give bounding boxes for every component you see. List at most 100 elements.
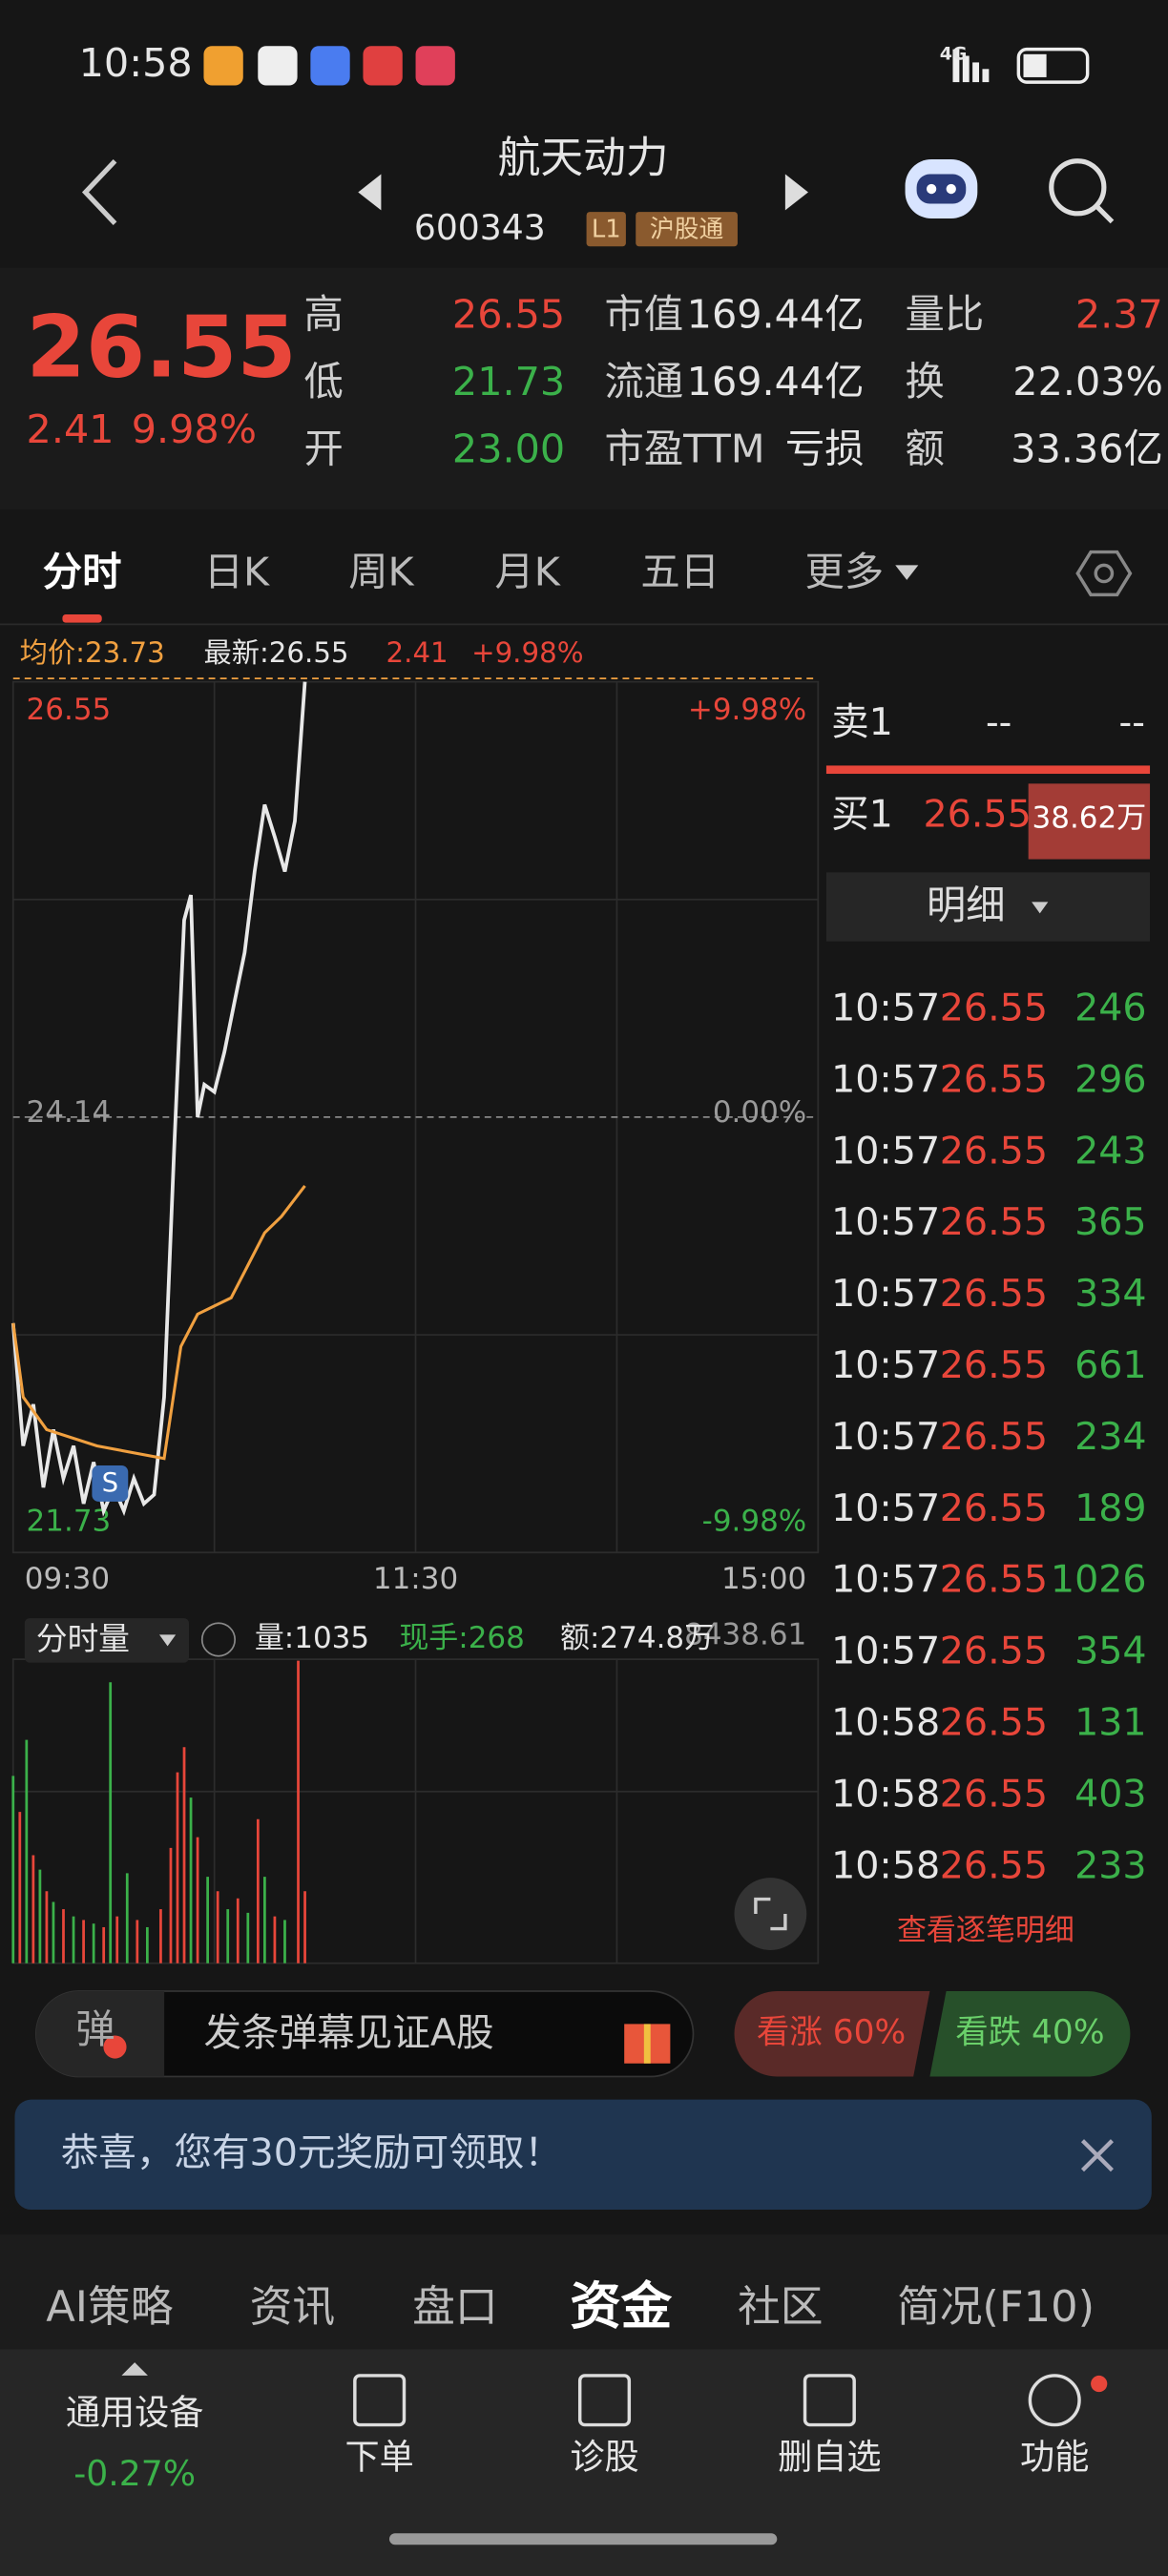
tick-volume: 661: [1074, 1343, 1147, 1387]
tick-time: 10:58: [831, 1772, 940, 1816]
stat-label: 换: [906, 359, 945, 405]
danmu-placeholder[interactable]: 发条弹幕见证A股: [203, 2011, 493, 2055]
stat-value: 22.03%: [1012, 359, 1163, 405]
selector-arrow: [158, 1634, 177, 1647]
expand-icon: [754, 1897, 787, 1931]
info-change: 2.41: [386, 636, 448, 669]
buy-label: 买1: [831, 792, 893, 836]
danmu-icon-bg: [35, 1990, 165, 2077]
stat-label: 低: [303, 359, 343, 405]
prev-stock[interactable]: [358, 174, 382, 211]
nav-label[interactable]: 诊股: [570, 2437, 638, 2478]
next-stock[interactable]: [784, 174, 808, 211]
section-tab[interactable]: 简况(F10): [897, 2281, 1095, 2332]
stat-value: 21.73: [452, 359, 565, 405]
tag-bg: [636, 212, 738, 247]
sector-name[interactable]: 通用设备: [66, 2392, 204, 2433]
stat-label: 市值: [605, 291, 684, 337]
stat-label: 额: [906, 426, 945, 472]
stat-value: 26.55: [452, 291, 565, 337]
tab[interactable]: 分时: [43, 550, 122, 595]
tick-volume: 131: [1074, 1701, 1147, 1745]
tick-volume: 1026: [1051, 1558, 1147, 1602]
sell-volume: --: [1119, 701, 1145, 743]
nav-icon: [577, 2374, 632, 2427]
tab[interactable]: 日K: [204, 550, 270, 595]
tick-time: 10:57: [831, 986, 940, 1029]
tab[interactable]: 五日: [640, 550, 720, 595]
tick-volume: 354: [1074, 1630, 1147, 1673]
avg-line: [11, 1184, 306, 1461]
book-divider: [825, 765, 1151, 775]
nav-icon: [803, 2374, 856, 2427]
stat-value: 2.37: [1075, 291, 1163, 337]
tick-time: 10:58: [831, 1843, 940, 1887]
volume-selector[interactable]: [24, 1618, 189, 1663]
ticks-header[interactable]: [825, 872, 1151, 942]
tick-price: 26.55: [940, 986, 1048, 1029]
nav-label[interactable]: 功能: [1020, 2437, 1089, 2478]
nav-icon: [353, 2374, 407, 2427]
tick-time: 10:57: [831, 1630, 940, 1673]
assistant-icon[interactable]: [905, 159, 978, 219]
settings-icon[interactable]: [1075, 550, 1133, 597]
back-button[interactable]: [81, 158, 117, 225]
nav-label[interactable]: 删自选: [778, 2437, 881, 2478]
y-tick-label: 21.73: [27, 1505, 112, 1539]
quote-panel: [0, 267, 1168, 509]
max-label: 8438.61: [684, 1618, 806, 1652]
buy-volume: 38.62万: [1032, 801, 1147, 836]
section-tab-bar: [0, 2233, 1168, 2350]
avg-price: 均价:23.73: [20, 636, 165, 669]
tab[interactable]: 周K: [348, 550, 414, 595]
tick-volume: 234: [1074, 1415, 1147, 1459]
bull-label[interactable]: 看涨 60%: [757, 2013, 906, 2051]
tick-time: 10:57: [831, 1558, 940, 1602]
tick-time: 10:57: [831, 1129, 940, 1173]
y-pct-label: -9.98%: [702, 1505, 807, 1539]
stat-label: 高: [303, 291, 343, 337]
stat-label: 量比: [906, 291, 985, 337]
y-pct-label: +9.98%: [688, 693, 806, 727]
gift-icon[interactable]: [624, 2024, 671, 2064]
section-tab[interactable]: 社区: [738, 2281, 823, 2332]
sell-price: --: [986, 701, 1012, 743]
bull-button[interactable]: [734, 1990, 930, 2077]
x-tick-label: 09:30: [25, 1562, 110, 1596]
sell-marker: [92, 1465, 129, 1502]
expand-button[interactable]: [734, 1878, 807, 1950]
search-icon[interactable]: [1049, 158, 1115, 224]
help-icon[interactable]: [200, 1622, 237, 1657]
tick-price: 26.55: [940, 1200, 1048, 1244]
section-tab[interactable]: 盘口: [412, 2281, 497, 2332]
tick-price: 26.55: [940, 1272, 1048, 1316]
nav-label[interactable]: 下单: [345, 2437, 414, 2478]
tick-price: 26.55: [940, 1057, 1048, 1101]
stat-value: 23.00: [452, 426, 565, 472]
tick-volume: 296: [1074, 1057, 1147, 1101]
tick-time: 10:57: [831, 1200, 940, 1244]
tab[interactable]: 月K: [494, 550, 560, 595]
notify-dot: [1091, 2375, 1108, 2393]
y-pct-label: 0.00%: [713, 1095, 806, 1130]
x-tick-label: 15:00: [721, 1562, 806, 1596]
bear-button[interactable]: [929, 1990, 1131, 2077]
tick-price: 26.55: [940, 1843, 1048, 1887]
banner-close[interactable]: [1080, 2139, 1114, 2172]
ticks-title[interactable]: 明细: [927, 883, 1006, 928]
section-tab[interactable]: 资讯: [250, 2281, 335, 2332]
tab[interactable]: 更多: [805, 550, 885, 595]
sector-arrow: [121, 2362, 148, 2376]
stock-name: 航天动力: [498, 133, 669, 183]
section-tab[interactable]: 资金: [570, 2276, 672, 2337]
tick-time: 10:58: [831, 1701, 940, 1745]
buy-price: 26.55: [923, 792, 1031, 836]
section-tab[interactable]: AI策略: [46, 2281, 174, 2332]
volume-selector-label[interactable]: 分时量: [36, 1621, 130, 1657]
ticks-more[interactable]: 查看逐笔明细: [897, 1913, 1074, 1947]
tick-volume: 233: [1074, 1843, 1147, 1887]
tick-time: 10:57: [831, 1057, 940, 1101]
tick-time: 10:57: [831, 1415, 940, 1459]
bear-label[interactable]: 看跌 40%: [955, 2013, 1104, 2051]
